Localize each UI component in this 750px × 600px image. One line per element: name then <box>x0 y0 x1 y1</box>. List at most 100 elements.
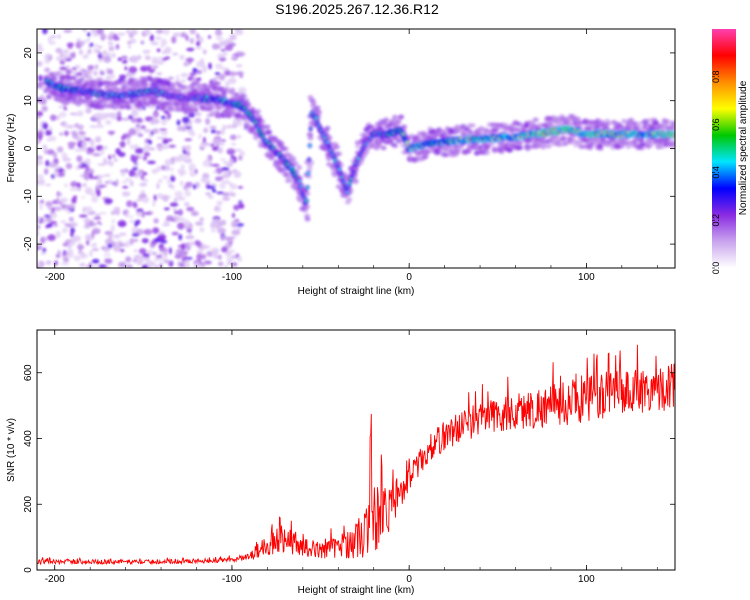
spectrogram-noise-cell <box>184 138 193 142</box>
spectrogram-halo-cell <box>44 67 51 73</box>
spectrogram-halo-cell <box>160 106 167 112</box>
spectrogram-noise-cell <box>78 131 86 135</box>
spectrogram-noise-cell <box>141 238 149 244</box>
spectrogram-noise-cell <box>94 64 99 70</box>
spectrogram-noise-cell <box>136 257 143 265</box>
spectrogram-noise-cell <box>59 66 68 71</box>
spectrogram-halo-cell <box>652 120 659 126</box>
spectrogram-noise-cell <box>42 247 47 253</box>
spectrogram-halo-cell <box>670 140 675 146</box>
spectrogram-halo-cell <box>392 143 399 149</box>
spectrogram-noise-cell <box>86 38 91 41</box>
spectrogram-halo-cell <box>352 179 359 185</box>
spectrogram-noise-cell <box>109 73 116 79</box>
spectrogram-noise-cell <box>82 39 89 43</box>
spectrogram-noise-cell <box>83 173 91 181</box>
spectrogram-noise-cell <box>147 160 156 165</box>
spectrogram-noise-cell <box>106 69 114 75</box>
spectrogram-noise-cell <box>65 58 72 62</box>
spectrogram-noise-cell <box>97 163 107 166</box>
spectrogram-noise-cell <box>234 29 241 32</box>
spectrogram-ridge-core <box>223 97 227 101</box>
spectrogram-noise-cell <box>182 116 190 124</box>
spectrogram-halo-cell <box>600 136 607 142</box>
spectrogram-halo-cell <box>314 105 321 111</box>
spectrogram-noise-cell <box>103 246 111 253</box>
spectrogram-noise-cell <box>223 125 228 128</box>
spectrogram-noise-cell <box>72 51 76 59</box>
spectrogram-noise-cell <box>173 197 178 203</box>
spectrogram-noise-cell <box>118 232 127 237</box>
spectrogram-noise-cell <box>181 243 185 251</box>
spectrogram-noise-cell <box>115 211 120 216</box>
spectrogram-noise-cell <box>108 45 115 52</box>
spectrogram-halo-cell <box>625 144 632 150</box>
spectrogram-noise-cell <box>83 206 93 211</box>
spectrogram-noise-cell <box>78 214 88 218</box>
spectrogram-halo-cell <box>595 118 602 124</box>
spectrogram-noise-cell <box>142 253 150 258</box>
spectrogram-noise-cell <box>192 184 197 190</box>
spectrogram-noise-cell <box>132 109 137 114</box>
spectrogram-noise-cell <box>43 168 49 175</box>
spectrogram-noise-cell <box>205 177 209 185</box>
spectrogram-noise-cell <box>235 30 239 35</box>
spectrogram-noise-cell <box>37 140 41 144</box>
spectrogram-noise-cell <box>143 228 153 235</box>
spectrogram-noise-cell <box>69 187 79 191</box>
spectrogram-noise-cell <box>198 143 207 149</box>
spectrogram-noise-cell <box>43 214 51 218</box>
spectrogram-noise-cell <box>68 216 75 222</box>
spectrogram-noise-cell <box>238 86 247 94</box>
spectrogram-noise-cell <box>70 231 74 238</box>
snr-axes: -200 -100 0 100 0 200 400 600 <box>23 330 675 585</box>
spectrogram-noise-cell <box>222 196 231 201</box>
spectrogram-halo-cell <box>346 196 353 202</box>
spectrogram-ytick-label: 10 <box>23 95 34 107</box>
spectrogram-noise-cell <box>177 222 185 230</box>
spectrogram-noise-cell <box>221 166 230 172</box>
spectrogram-noise-cell <box>70 181 78 188</box>
spectrogram-halo-cell <box>304 216 311 222</box>
spectrogram-noise-cell <box>85 107 92 114</box>
spectrogram-noise-cell <box>122 185 129 189</box>
spectrogram-halo-cell <box>638 137 645 143</box>
spectrogram-noise-cell <box>118 74 127 79</box>
snr-xtick-label: -200 <box>45 574 65 585</box>
spectrogram-noise-cell <box>95 227 100 234</box>
spectrogram-noise-cell <box>175 74 180 82</box>
spectrogram-noise-cell <box>52 151 58 159</box>
spectrogram-halo-cell <box>266 129 273 135</box>
spectrogram-noise-cell <box>210 220 218 224</box>
spectrogram-halo-cell <box>226 113 233 119</box>
spectrogram-noise-cell <box>59 50 64 57</box>
spectrogram-noise-cell <box>163 260 172 264</box>
spectrogram-noise-cell <box>78 134 87 139</box>
spectrogram-noise-cell <box>156 48 161 53</box>
spectrogram-noise-cell <box>103 157 107 165</box>
spectrogram-noise-cell <box>121 60 128 64</box>
spectrogram-noise-cell <box>197 69 202 75</box>
spectrogram-noise-cell <box>121 117 130 121</box>
spectrogram-noise-cell <box>196 253 203 261</box>
spectrogram-noise-cell <box>42 144 48 151</box>
spectrogram-noise-cell <box>219 158 227 161</box>
spectrogram-ridge-core <box>299 185 303 188</box>
spectrogram-noise-cell <box>65 69 72 75</box>
spectrogram-ridge-core <box>672 134 675 138</box>
spectrogram-noise-cell <box>85 239 90 246</box>
spectrogram-noise-cell <box>104 258 113 264</box>
spectrogram-noise-cell <box>131 232 140 237</box>
spectrogram-noise-cell <box>177 245 183 248</box>
colorbar-tick-label: 0.0 <box>711 262 721 275</box>
spectrogram-noise-cell <box>217 147 224 154</box>
spectrogram-noise-cell <box>113 244 122 252</box>
spectrogram-halo-cell <box>65 99 72 105</box>
spectrogram-noise-cell <box>232 262 238 267</box>
spectrogram-halo-cell <box>540 144 547 150</box>
spectrogram-noise-cell <box>216 200 223 206</box>
spectrogram-noise-cell <box>226 238 234 243</box>
spectrogram-noise-cell <box>73 195 78 199</box>
spectrogram-noise-cell <box>186 128 194 134</box>
spectrogram-noise-cell <box>111 52 116 58</box>
